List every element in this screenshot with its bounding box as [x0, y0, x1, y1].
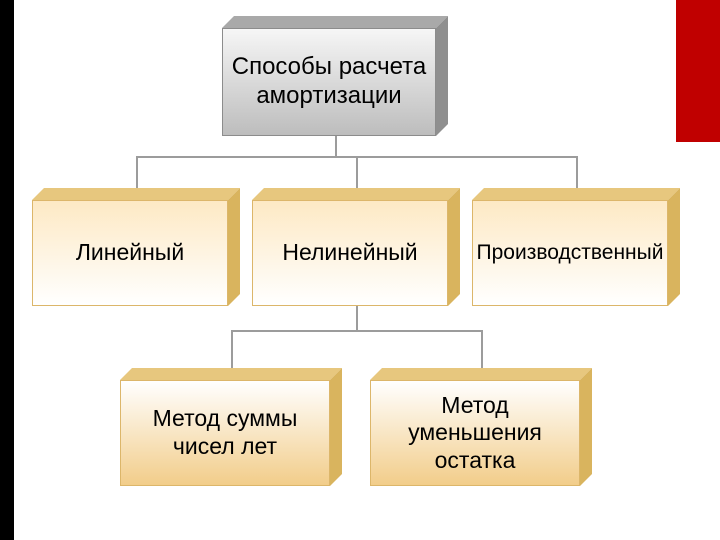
- node-declining: Метод уменьшения остатка: [370, 368, 592, 486]
- node-label: Линейный: [76, 239, 184, 267]
- node-root: Способы расчета амортизации: [222, 16, 448, 136]
- decor-sidebar: [0, 0, 14, 540]
- node-label: Производственный: [477, 240, 664, 265]
- connector: [231, 330, 483, 332]
- node-linear: Линейный: [32, 188, 240, 306]
- node-sum-years: Метод суммы чисел лет: [120, 368, 342, 486]
- node-label: Способы расчета амортизации: [227, 53, 431, 111]
- node-production: Производственный: [472, 188, 680, 306]
- connector: [576, 156, 578, 188]
- connector: [356, 156, 358, 188]
- node-label: Метод суммы чисел лет: [125, 405, 325, 460]
- connector: [231, 330, 233, 368]
- connector: [136, 156, 138, 188]
- node-nonlinear: Нелинейный: [252, 188, 460, 306]
- node-label: Нелинейный: [282, 239, 417, 267]
- node-label: Метод уменьшения остатка: [375, 392, 575, 475]
- decor-corner: [676, 0, 720, 142]
- connector: [481, 330, 483, 368]
